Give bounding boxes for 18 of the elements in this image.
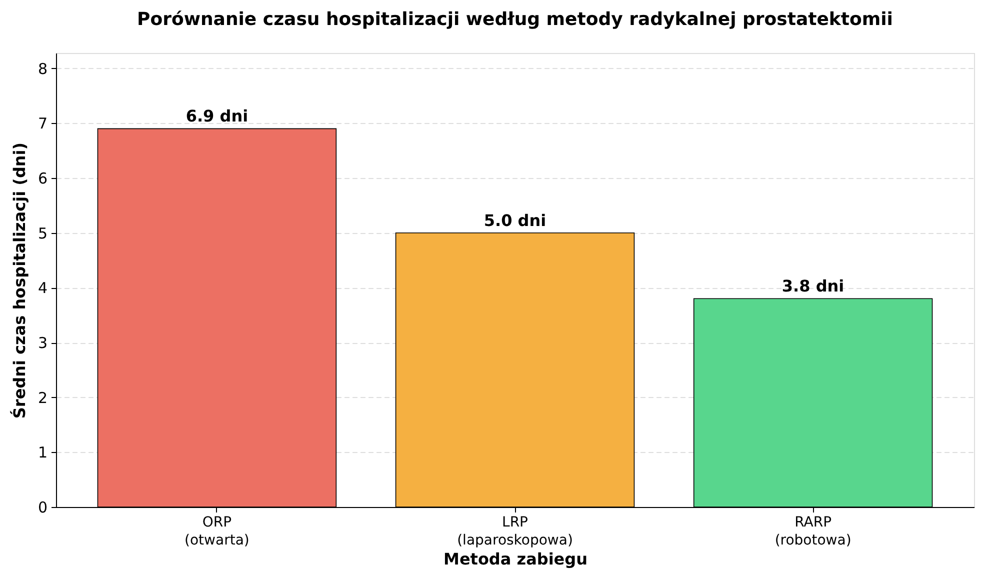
y-tick-label: 4 (38, 279, 48, 298)
x-tick-label: LRP (laparoskopowa) (457, 514, 573, 548)
y-tick-label: 0 (38, 498, 48, 516)
y-tick-label: 5 (38, 224, 48, 242)
data-label: 6.9 dni (186, 106, 248, 126)
chart-title: Porównanie czasu hospitalizacji według metody radykalnej prostatektomii (137, 9, 893, 30)
y-tick-label: 3 (38, 334, 48, 352)
y-tick-label: 7 (38, 114, 48, 133)
x-tick-label: RARP (robotowa) (774, 514, 852, 548)
y-tick-label: 2 (38, 388, 48, 407)
x-axis-title: Metoda zabiegu (444, 550, 588, 568)
y-tick-label: 1 (38, 444, 48, 462)
x-tick-label: ORP (otwarta) (184, 514, 250, 548)
data-label: 3.8 dni (782, 276, 844, 296)
y-axis-title: Średni czas hospitalizacji (dni) (10, 142, 29, 419)
y-tick-label: 6 (38, 170, 48, 188)
data-label: 5.0 dni (484, 210, 546, 230)
y-tick-label: 8 (38, 60, 48, 78)
